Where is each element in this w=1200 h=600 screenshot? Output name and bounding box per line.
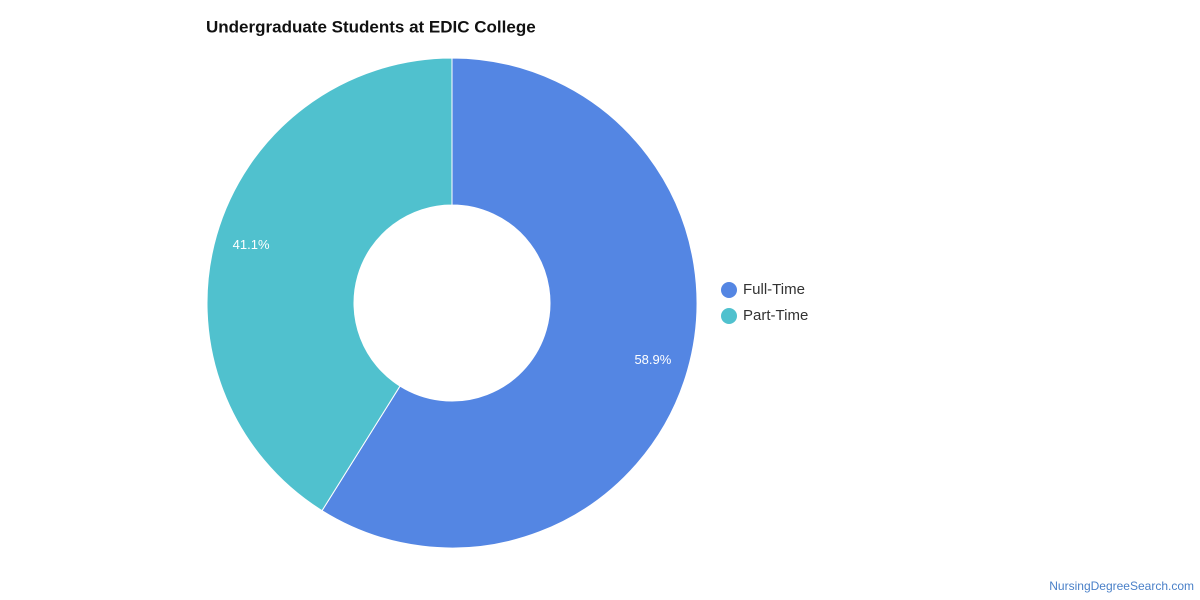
donut-slice (321, 57, 698, 549)
legend-marker (721, 282, 737, 298)
donut-slice (206, 57, 453, 512)
credit-link[interactable]: NursingDegreeSearch.com (1049, 579, 1194, 593)
legend-marker (721, 308, 737, 324)
legend-label: Full-Time (743, 281, 805, 298)
slice-label: 41.1% (233, 237, 270, 252)
legend-label: Part-Time (743, 307, 808, 324)
slice-label: 58.9% (634, 352, 671, 367)
chart-title: Undergraduate Students at EDIC College (206, 17, 536, 36)
